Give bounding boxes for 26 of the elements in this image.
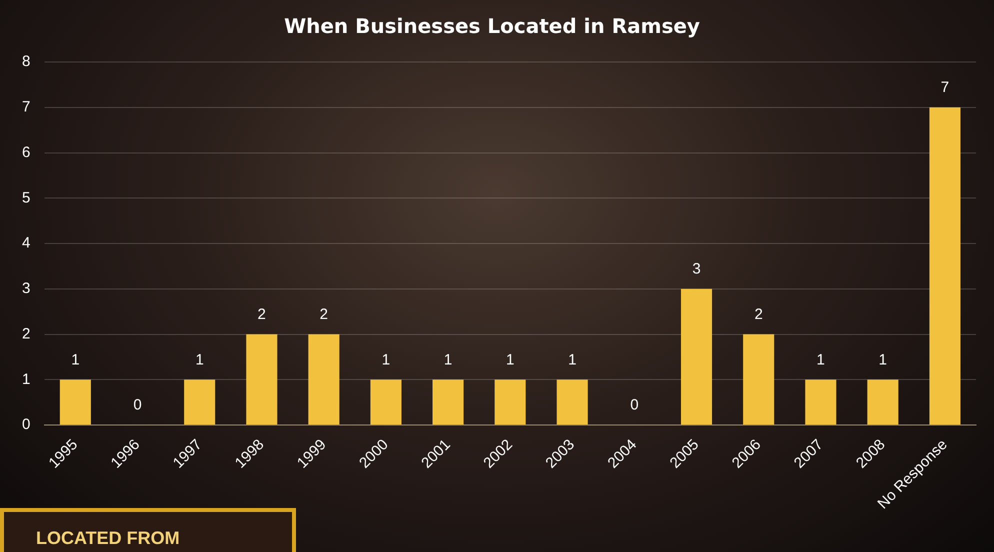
- data-label: 1: [382, 351, 390, 368]
- y-tick-label: 8: [22, 53, 30, 70]
- data-label: 1: [506, 351, 514, 368]
- y-tick-label: 2: [22, 325, 30, 342]
- data-label: 7: [940, 79, 950, 96]
- data-label: 1: [568, 351, 576, 368]
- y-tick-label: 5: [22, 189, 30, 206]
- data-label: 3: [692, 260, 701, 278]
- y-tick-label: 1: [22, 370, 30, 388]
- data-label: 1: [878, 351, 888, 368]
- y-tick-label: 3: [22, 280, 30, 298]
- data-label: 1: [195, 351, 204, 368]
- data-label: 2: [258, 306, 266, 323]
- y-tick-label: 0: [22, 416, 30, 434]
- y-tick-label: 4: [22, 234, 30, 252]
- data-label: 2: [754, 306, 763, 323]
- text: LOCATED FROM: [0, 508, 296, 552]
- data-label: 1: [444, 351, 452, 368]
- data-label: 1: [816, 351, 825, 368]
- data-label: 1: [71, 351, 80, 368]
- data-label: 0: [133, 396, 142, 414]
- y-tick-label: 7: [22, 98, 30, 116]
- data-label: 0: [630, 396, 639, 414]
- chart-title: When Businesses Located in Ramsey: [284, 14, 700, 38]
- y-tick-label: 6: [22, 144, 30, 161]
- data-label: 2: [320, 306, 328, 323]
